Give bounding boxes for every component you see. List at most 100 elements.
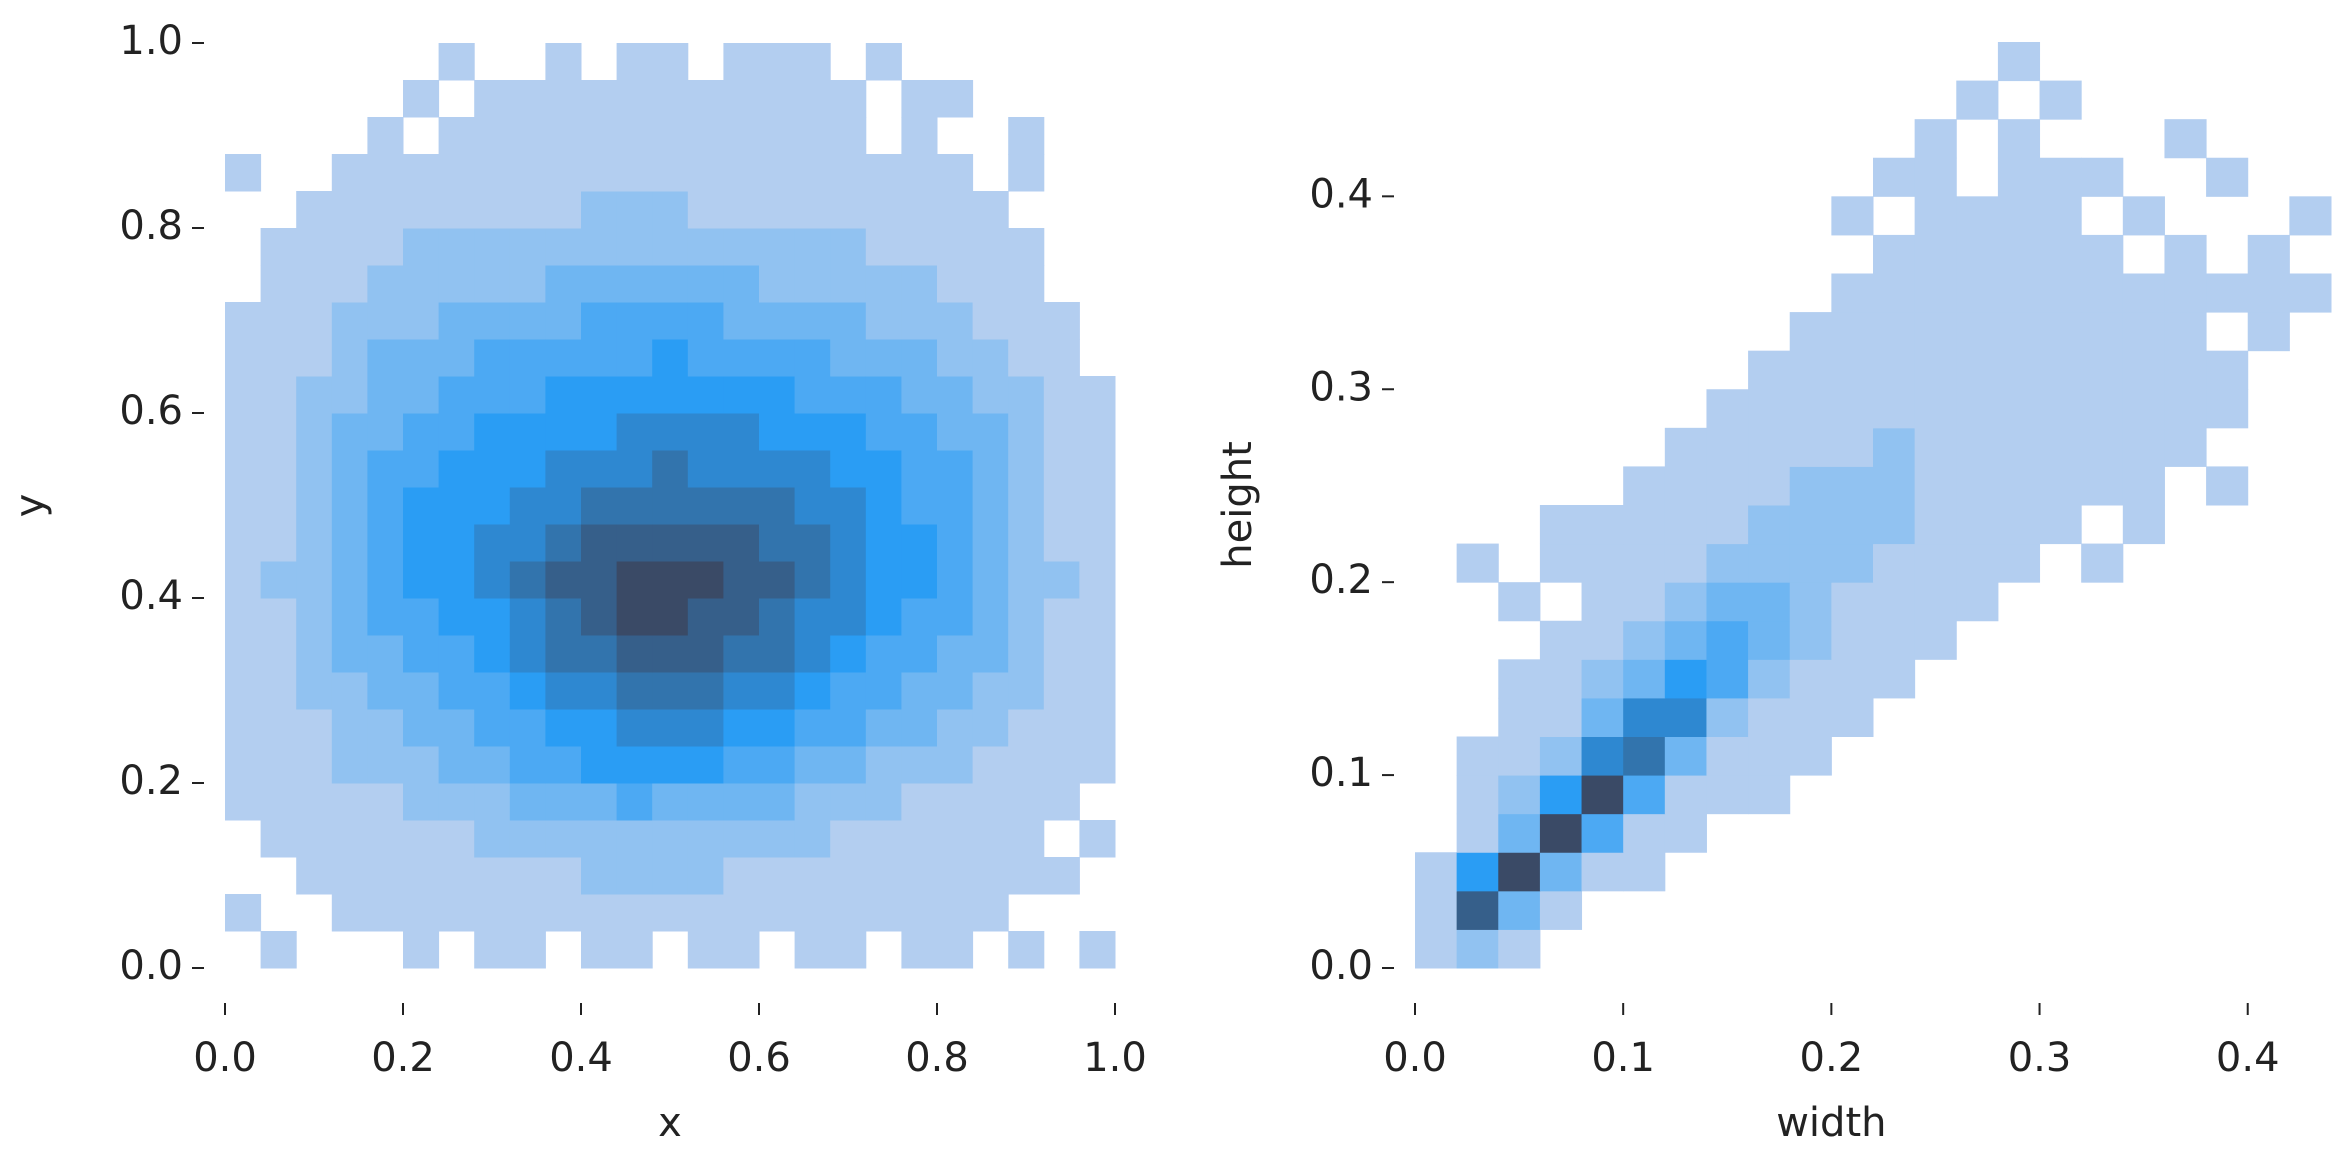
hist-cell [509, 80, 546, 118]
hist-cell [1415, 235, 1457, 274]
hist-cell [2289, 351, 2331, 390]
hist-cell [1456, 543, 1499, 583]
hist-cell [296, 487, 333, 525]
hist-cell [545, 857, 582, 895]
hist-cell [225, 450, 262, 488]
hist-cell [2289, 544, 2331, 583]
hist-cell [2164, 698, 2206, 737]
hist-cell [260, 376, 297, 414]
x-axis-label: width [1776, 1100, 1886, 1146]
hist-cell [331, 635, 368, 673]
hist-cell [545, 80, 582, 118]
hist-cell [901, 413, 938, 451]
hist-cell [225, 709, 262, 747]
hist-cell [652, 783, 689, 821]
hist-cell [937, 894, 974, 932]
hist-cell [1956, 929, 1998, 968]
hist-cell [1498, 42, 1540, 81]
hist-cell [616, 561, 653, 599]
hist-cell [1873, 273, 1916, 313]
hist-cell [1043, 598, 1080, 636]
hist-cell [759, 43, 796, 81]
hist-cell [2164, 119, 2207, 159]
hist-cell [2206, 389, 2249, 429]
hist-cell [474, 820, 511, 858]
hist-cell [2248, 389, 2290, 428]
hist-cell [1540, 81, 1582, 120]
hist-cell [439, 80, 475, 118]
hist-cell [2289, 659, 2331, 698]
hist-cell [1915, 852, 1957, 891]
hist-cell [296, 450, 333, 488]
hist-cell [1457, 659, 1499, 698]
hist-cell [687, 450, 724, 488]
hist-cell [1664, 736, 1707, 776]
hist-cell [1956, 621, 1998, 660]
hist-cell [1581, 582, 1624, 622]
hist-cell [1664, 505, 1707, 545]
hist-cell [652, 820, 689, 858]
hist-cell [225, 598, 262, 636]
hist-cell [403, 80, 440, 118]
hist-cell [1498, 389, 1540, 428]
hist-cell [1079, 857, 1115, 895]
hist-cell [403, 413, 440, 451]
hist-cell [1415, 312, 1457, 351]
hist-cell [509, 672, 546, 710]
hist-cell [616, 598, 653, 636]
hist-cell [1997, 234, 2041, 274]
hist-cell [652, 450, 689, 488]
hist-cell [865, 413, 902, 451]
hist-cell [2123, 582, 2165, 621]
hist-cell [545, 413, 582, 451]
hist-cell [1581, 852, 1624, 892]
hist-cell [2289, 929, 2331, 968]
hist-cell [1831, 852, 1873, 891]
hist-cell [2122, 466, 2165, 506]
hist-cell [759, 635, 796, 673]
hist-cell [2248, 929, 2290, 968]
hist-cell [545, 746, 582, 784]
hist-cell [367, 376, 404, 414]
hist-cell [2164, 196, 2206, 235]
hist-cell [261, 117, 297, 155]
hist-cell [865, 894, 902, 932]
hist-cell [865, 487, 902, 525]
hist-cell [545, 117, 582, 155]
hist-cell [1582, 891, 1624, 930]
hist-cell [296, 709, 333, 747]
hist-cell [1997, 157, 2041, 197]
hist-cell [1457, 158, 1499, 197]
hist-cell [438, 376, 475, 414]
hist-cell [1748, 81, 1790, 120]
y-tick-label: 0.3 [1309, 364, 1373, 410]
hist-cell [2081, 466, 2124, 506]
hist-cell [1415, 814, 1457, 853]
hist-cell [865, 191, 902, 229]
hist-cell [2206, 196, 2248, 235]
hist-cell [1831, 737, 1873, 776]
hist-cell [1623, 582, 1666, 622]
hist-cell [652, 598, 689, 636]
y-tick-label: 1.0 [119, 18, 183, 64]
hist-cell [652, 339, 689, 377]
hist-cell [937, 154, 974, 192]
hist-cell [723, 43, 760, 81]
hist-cell [1623, 620, 1666, 660]
hist-cell [1998, 659, 2040, 698]
hist-cell [1914, 119, 1957, 159]
hist-cell [865, 820, 902, 858]
hist-cell [1831, 427, 1874, 467]
hist-cell [260, 228, 297, 266]
hist-cell [367, 635, 404, 673]
hist-cell [1664, 427, 1707, 467]
hist-cell [972, 635, 1009, 673]
hist-cell [296, 857, 333, 895]
hist-cell [937, 635, 974, 673]
hist-cell [1008, 228, 1045, 266]
hist-cell [830, 561, 867, 599]
hist-cell [1998, 775, 2040, 814]
hist-cell [1956, 80, 1999, 120]
hist-cell [1915, 659, 1957, 698]
hist-cell [1706, 427, 1749, 467]
